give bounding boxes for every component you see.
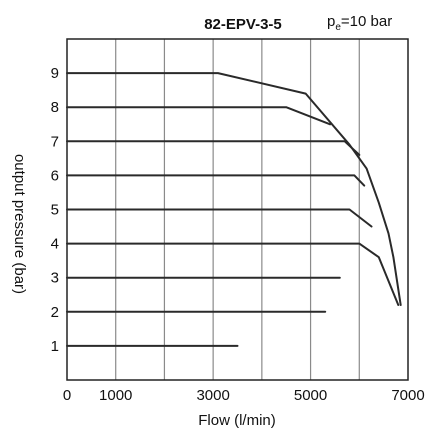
pressure-curve bbox=[66, 242, 400, 306]
pressure-subscript: e bbox=[335, 22, 341, 33]
y-tick-label: 8 bbox=[51, 99, 59, 116]
y-tick-label: 9 bbox=[51, 65, 59, 82]
x-tick-label: 3000 bbox=[196, 387, 229, 404]
y-tick-label: 4 bbox=[51, 236, 59, 253]
chart-title: 82-EPV-3-5 bbox=[204, 16, 282, 33]
pressure-curve bbox=[66, 72, 402, 306]
x-tick-label: 1000 bbox=[99, 387, 132, 404]
x-axis-label: Flow (l/min) bbox=[198, 412, 276, 429]
x-tick-label: 5000 bbox=[294, 387, 327, 404]
pressure-curve bbox=[66, 106, 332, 126]
pressure-curve bbox=[66, 208, 373, 228]
y-tick-label: 7 bbox=[51, 133, 59, 150]
x-tick-label: 0 bbox=[63, 387, 71, 404]
y-tick-labels: 1 2 3 4 5 6 7 8 9 bbox=[51, 65, 59, 355]
pressure-value: =10 bar bbox=[341, 13, 392, 30]
x-tick-label: 7000 bbox=[391, 387, 424, 404]
y-tick-label: 1 bbox=[51, 338, 59, 355]
curve-layer bbox=[66, 72, 402, 347]
pressure-curve bbox=[66, 174, 366, 187]
y-axis-label: output pressure (bar) bbox=[11, 154, 28, 294]
pressure-symbol: p bbox=[327, 13, 335, 30]
pressure-subtitle: pe=10 bar bbox=[327, 13, 392, 33]
y-tick-label: 6 bbox=[51, 167, 59, 184]
x-tick-labels: 0 1000 3000 5000 7000 bbox=[63, 387, 425, 404]
y-tick-label: 5 bbox=[51, 202, 59, 219]
y-tick-label: 3 bbox=[51, 270, 59, 287]
y-tick-label: 2 bbox=[51, 304, 59, 321]
